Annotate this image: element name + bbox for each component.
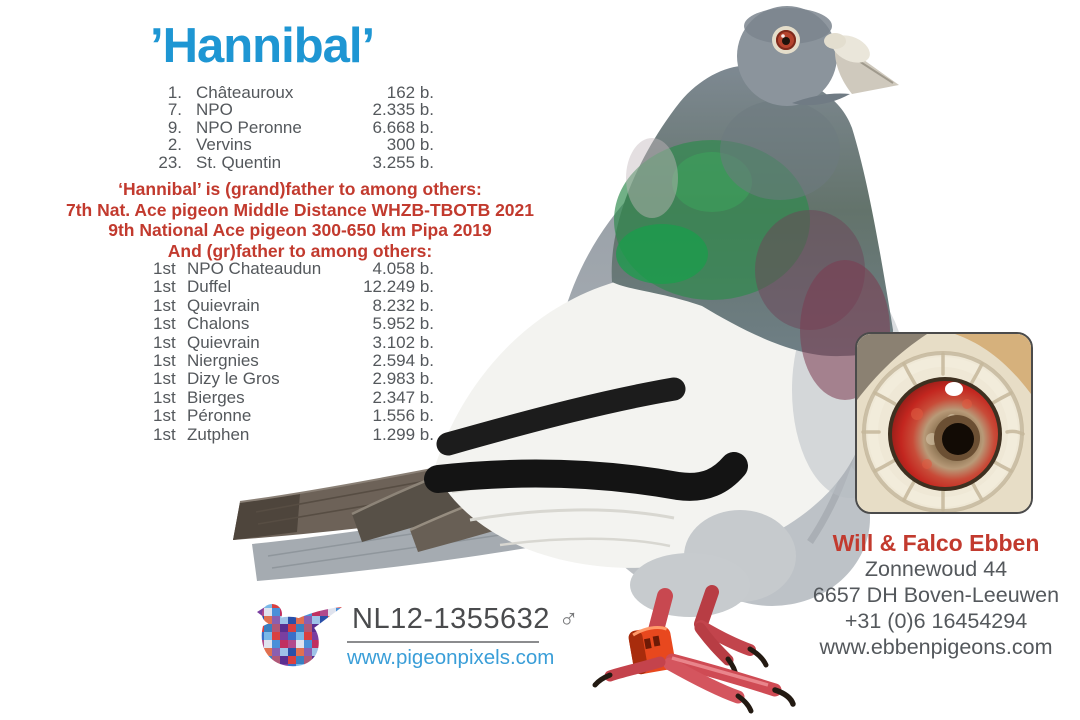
pigeon-neck (611, 65, 893, 400)
table-row: 1st Niergnies 2.594 b. (153, 351, 434, 371)
table-row: 1st Chalons 5.952 b. (153, 314, 434, 334)
table-row: 9. NPO Peronne 6.668 b. (138, 117, 434, 137)
table-row: 1st Zutphen 1.299 b. (153, 424, 434, 444)
bird-count: 3.255 b. (372, 152, 434, 172)
race-name: St. Quentin (196, 152, 282, 172)
race-rank: 1st (153, 332, 176, 352)
table-row: 1st NPO Chateaudun 4.058 b. (153, 259, 434, 278)
male-symbol: ♂ (558, 604, 580, 634)
bird-count: 12.249 b. (363, 277, 434, 297)
pigeon-eye (772, 26, 800, 54)
highlight-line: And (gr)father to among others: (167, 240, 433, 261)
bird-count: 1.556 b. (372, 406, 434, 426)
race-rank: 1st (153, 351, 176, 371)
highlight-line: 9th National Ace pigeon 300-650 km Pipa … (108, 220, 492, 240)
eye-photo-frame (855, 332, 1033, 514)
pixelated-pigeon-icon (257, 604, 342, 667)
race-rank: 23. (158, 152, 182, 172)
race-rank: 1st (153, 295, 176, 315)
race-name: NPO Chateaudun (187, 259, 322, 278)
bird-count: 2.594 b. (372, 351, 434, 371)
bird-count: 162 b. (386, 83, 434, 102)
ring-number-text: NL12-1355632 (352, 603, 550, 635)
divider-line (347, 641, 539, 643)
eye-photo (857, 334, 1031, 512)
race-rank: 1st (153, 387, 176, 407)
race-name: Dizy le Gros (187, 369, 280, 389)
race-name: Niergnies (187, 351, 259, 371)
bird-count: 5.952 b. (372, 314, 434, 334)
table-row: 1st Quievrain 8.232 b. (153, 295, 434, 315)
highlight-line: ‘Hannibal’ is (grand)father to among oth… (118, 179, 482, 199)
pigeon-legs (592, 510, 796, 714)
bird-count: 1.299 b. (372, 424, 434, 444)
race-name: Chalons (187, 314, 250, 334)
bird-count: 4.058 b. (372, 259, 434, 278)
race-name: Quievrain (187, 295, 260, 315)
pigeonpixels-logo (257, 604, 342, 667)
race-name: Péronne (187, 406, 252, 426)
bird-count: 300 b. (386, 135, 434, 155)
table-row: 1st Péronne 1.556 b. (153, 406, 434, 426)
bird-count: 6.668 b. (372, 117, 434, 137)
race-name: NPO Peronne (196, 117, 302, 137)
table-row: 1st Quievrain 3.102 b. (153, 332, 434, 352)
race-name: Duffel (187, 277, 232, 297)
race-name: Zutphen (187, 424, 250, 444)
table-row: 1st Bierges 2.347 b. (153, 387, 434, 407)
ebbenpigeons-url: www.ebbenpigeons.com (819, 635, 1053, 659)
race-name: Châteauroux (196, 83, 294, 102)
race-rank: 1st (153, 259, 176, 278)
race-name: Vervins (196, 135, 252, 155)
table-row: 1st Duffel 12.249 b. (153, 277, 434, 297)
table-row: 1st Dizy le Gros 2.983 b. (153, 369, 434, 389)
race-rank: 1. (167, 83, 182, 102)
bird-count: 2.335 b. (372, 100, 434, 120)
results-table-first-prizes: 1st NPO Chateaudun 4.058 b. 1st Duffel 12.24… (153, 259, 434, 444)
table-row: 1. Châteauroux 162 b. (138, 83, 434, 102)
race-rank: 2. (167, 135, 182, 155)
address-street: Zonnewoud 44 (864, 557, 1008, 581)
contact-block: Will & Falco Ebben Zonnewoud 44 6657 DH … (800, 530, 1072, 660)
bird-count: 8.232 b. (372, 295, 434, 315)
race-rank: 1st (153, 406, 176, 426)
race-rank: 1st (153, 369, 176, 389)
pigeon-head (737, 6, 899, 106)
bird-count: 2.347 b. (372, 387, 434, 407)
page-title: ’Hannibal’ (150, 19, 375, 73)
ring-number: NL12-1355632 ♂ (352, 603, 579, 636)
race-name: Quievrain (187, 332, 260, 352)
table-row: 23. St. Quentin 3.255 b. (138, 152, 434, 172)
ace-pigeon-highlight: ‘Hannibal’ is (grand)father to among oth… (40, 179, 560, 261)
address-city: 6657 DH Boven-Leeuwen (812, 583, 1060, 607)
pigeonpixels-url: www.pigeonpixels.com (347, 646, 555, 669)
bird-count: 2.983 b. (372, 369, 434, 389)
table-row: 2. Vervins 300 b. (138, 135, 434, 155)
race-rank: 1st (153, 277, 176, 297)
bird-count: 3.102 b. (372, 332, 434, 352)
race-rank: 9. (167, 117, 182, 137)
highlight-line: 7th Nat. Ace pigeon Middle Distance WHZB… (65, 199, 535, 220)
results-table-top: 1. Châteauroux 162 b. 7. NPO 2.335 b. 9. NPO … (138, 84, 434, 171)
race-name: Bierges (187, 387, 245, 407)
race-name: NPO (196, 100, 233, 120)
table-row: 7. NPO 2.335 b. (138, 100, 434, 120)
breeder-name: Will & Falco Ebben (832, 530, 1040, 556)
race-rank: 1st (153, 314, 176, 334)
race-rank: 7. (167, 100, 182, 120)
phone-number: +31 (0)6 16454294 (844, 609, 1028, 633)
race-rank: 1st (153, 424, 176, 444)
